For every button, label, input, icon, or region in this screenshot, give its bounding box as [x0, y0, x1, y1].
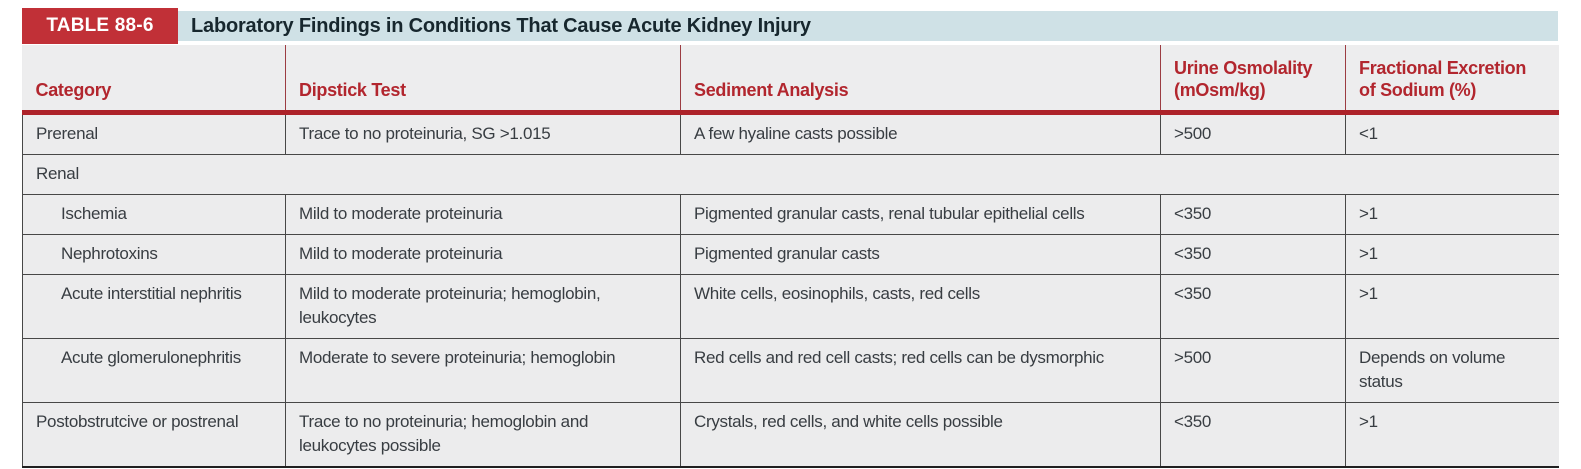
column-header-urine-osmolality: Urine Osmolality (mOsm/kg) — [1160, 45, 1346, 115]
cell-dipstick: Mild to moderate proteinuria; hemoglobin… — [285, 274, 681, 339]
cell-dipstick: Trace to no proteinuria; hemoglobin and … — [285, 402, 681, 468]
cell-dipstick: Mild to moderate proteinuria — [285, 194, 681, 235]
cell-category: Postobstrutcive or postrenal — [22, 402, 286, 468]
table-titlebar: TABLE 88-6 Laboratory Findings in Condit… — [22, 7, 1558, 45]
cell-sediment: Pigmented granular casts — [680, 234, 1161, 275]
table-number-badge: TABLE 88-6 — [22, 8, 178, 44]
table-row: Acute glomerulonephritis Moderate to seve… — [22, 338, 1559, 403]
cell-fena: <1 — [1345, 112, 1559, 155]
cell-sediment: A few hyaline casts possible — [680, 112, 1161, 155]
column-header-dipstick-test: Dipstick Test — [285, 45, 681, 115]
header-row: Category Dipstick Test Sediment Analysis… — [22, 45, 1559, 115]
cell-dipstick: Moderate to severe proteinuria; hemoglob… — [285, 338, 681, 403]
table-row: Nephrotoxins Mild to moderate proteinuria… — [22, 234, 1559, 275]
cell-dipstick: Mild to moderate proteinuria — [285, 234, 681, 275]
table-header: Category Dipstick Test Sediment Analysis… — [22, 45, 1559, 115]
cell-fena: Depends on volume status — [1345, 338, 1559, 403]
cell-osmolality: >500 — [1160, 112, 1346, 155]
cell-osmolality: >500 — [1160, 338, 1346, 403]
cell-fena: >1 — [1345, 402, 1559, 468]
table-88-6: TABLE 88-6 Laboratory Findings in Condit… — [22, 7, 1559, 468]
cell-sediment: Red cells and red cell casts; red cells … — [680, 338, 1161, 403]
column-header-sediment-analysis: Sediment Analysis — [680, 45, 1161, 115]
table-row: Prerenal Trace to no proteinuria, SG >1.0… — [22, 112, 1559, 155]
table-body: Prerenal Trace to no proteinuria, SG >1.0… — [22, 112, 1559, 468]
cell-osmolality: <350 — [1160, 274, 1346, 339]
cell-sediment: Crystals, red cells, and white cells pos… — [680, 402, 1161, 468]
table-row: Acute interstitial nephritis Mild to mode… — [22, 274, 1559, 339]
cell-fena: >1 — [1345, 234, 1559, 275]
cell-osmolality: <350 — [1160, 234, 1346, 275]
table-title: Laboratory Findings in Conditions That C… — [178, 11, 1558, 41]
cell-category: Nephrotoxins — [22, 234, 286, 275]
cell-category: Acute interstitial nephritis — [22, 274, 286, 339]
cell-sediment: White cells, eosinophils, casts, red cel… — [680, 274, 1161, 339]
cell-category: Ischemia — [22, 194, 286, 235]
column-header-fractional-excretion: Fractional Excretion of Sodium (%) — [1345, 45, 1559, 115]
cell-fena: >1 — [1345, 274, 1559, 339]
cell-dipstick: Trace to no proteinuria, SG >1.015 — [285, 112, 681, 155]
section-label: Renal — [22, 154, 1559, 195]
cell-osmolality: <350 — [1160, 402, 1346, 468]
cell-sediment: Pigmented granular casts, renal tubular … — [680, 194, 1161, 235]
table-row: Ischemia Mild to moderate proteinuria Pigm… — [22, 194, 1559, 235]
cell-osmolality: <350 — [1160, 194, 1346, 235]
cell-category: Prerenal — [22, 112, 286, 155]
section-row: Renal — [22, 154, 1559, 195]
lab-findings-table: Category Dipstick Test Sediment Analysis… — [22, 45, 1559, 468]
cell-fena: >1 — [1345, 194, 1559, 235]
column-header-category: Category — [22, 45, 286, 115]
table-row: Postobstrutcive or postrenal Trace to no … — [22, 402, 1559, 468]
cell-category: Acute glomerulonephritis — [22, 338, 286, 403]
